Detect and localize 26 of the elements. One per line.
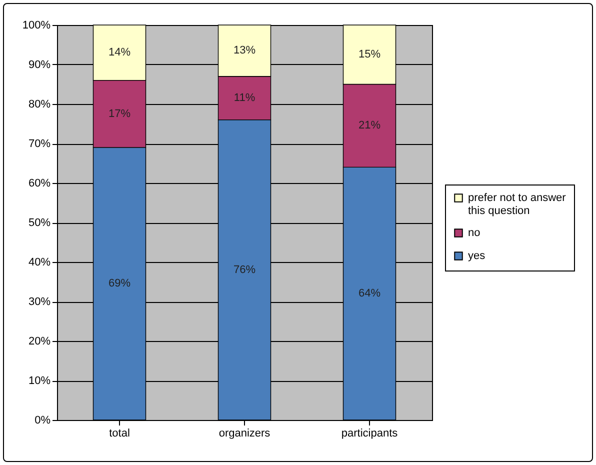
legend-label: no bbox=[468, 227, 480, 239]
y-tick-label: 70% bbox=[28, 138, 51, 150]
y-tick-label: 80% bbox=[28, 98, 51, 110]
data-label: 64% bbox=[358, 288, 381, 300]
legend-label: prefer not to answer this question bbox=[468, 192, 566, 217]
data-label: 13% bbox=[233, 44, 256, 57]
y-tick-label: 100% bbox=[22, 20, 51, 32]
y-tick-label: 60% bbox=[28, 178, 51, 190]
data-label: 17% bbox=[108, 108, 131, 120]
data-label: 21% bbox=[358, 120, 381, 132]
data-label: 11% bbox=[234, 92, 256, 104]
x-tick-label: organizers bbox=[218, 428, 271, 440]
y-tick-label: 90% bbox=[28, 59, 51, 71]
x-tick-label: total bbox=[109, 428, 130, 440]
y-tick-label: 10% bbox=[28, 375, 51, 387]
data-label: 15% bbox=[358, 48, 381, 61]
y-tick-label: 30% bbox=[28, 296, 51, 308]
y-tick-label: 20% bbox=[28, 336, 51, 348]
y-tick-label: 0% bbox=[34, 414, 51, 426]
y-tick-label: 50% bbox=[28, 217, 51, 229]
data-label: 76% bbox=[233, 264, 256, 276]
y-tick-label: 40% bbox=[28, 256, 51, 268]
x-tick-label: participants bbox=[341, 428, 398, 440]
data-label: 69% bbox=[108, 278, 131, 290]
legend-label: yes bbox=[468, 250, 486, 262]
data-label: 14% bbox=[108, 46, 131, 59]
